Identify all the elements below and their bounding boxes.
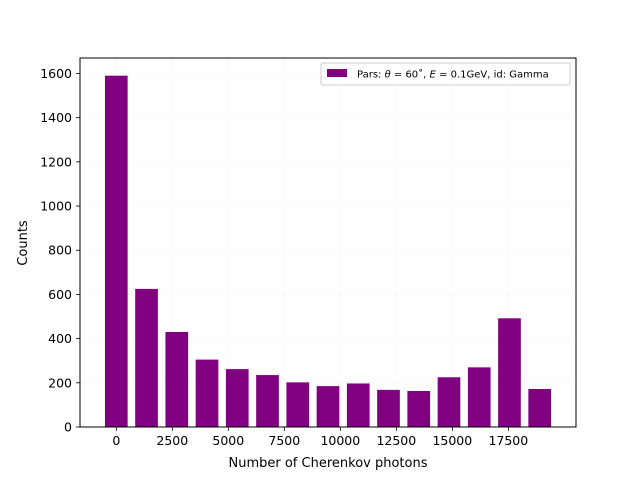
legend-energy-symbol: E <box>430 70 437 81</box>
bar-7 <box>316 386 340 427</box>
legend-theta-symbol: θ <box>385 70 391 81</box>
bar-12 <box>467 367 491 427</box>
y-tick-label-3: 600 <box>48 287 72 302</box>
y-tick-label-2: 400 <box>48 331 72 346</box>
bar-10 <box>407 390 431 427</box>
y-axis-label: Counts <box>16 220 31 266</box>
y-tick-label-4: 800 <box>48 243 72 258</box>
y-tick-label-6: 1200 <box>40 154 72 169</box>
x-tick-label-6: 15000 <box>432 433 472 448</box>
bars <box>104 75 552 428</box>
bar-14 <box>528 388 552 427</box>
y-tick-label-8: 1600 <box>40 66 72 81</box>
x-tick-label-1: 2500 <box>156 433 188 448</box>
bar-5 <box>256 375 279 427</box>
legend-energy-value: = 0.1GeV, id: Gamma <box>436 70 549 81</box>
legend-entry: Pars: θ = 60˚, E = 0.1GeV, id: Gamma <box>357 69 549 81</box>
x-tick-label-2: 5000 <box>212 433 244 448</box>
y-axis-ticks: 0 200 400 600 800 1000 1200 1400 1600 <box>40 66 80 435</box>
bar-1 <box>135 288 158 427</box>
y-tick-label-7: 1400 <box>40 110 72 125</box>
x-tick-label-0: 0 <box>112 433 120 448</box>
bar-8 <box>346 383 370 427</box>
legend: Pars: θ = 60˚, E = 0.1GeV, id: Gamma <box>320 62 571 86</box>
legend-theta-value: = 60˚, <box>391 69 430 81</box>
x-axis-label: Number of Cherenkov photons <box>229 456 428 471</box>
bar-13 <box>498 318 521 427</box>
x-tick-label-5: 12500 <box>376 433 416 448</box>
bar-0 <box>104 75 128 428</box>
bar-4 <box>225 369 249 427</box>
bar-11 <box>437 377 461 427</box>
legend-prefix: Pars: <box>357 70 385 81</box>
legend-swatch <box>327 69 347 77</box>
plot-frame <box>79 57 577 428</box>
y-tick-label-0: 0 <box>64 420 72 435</box>
x-tick-label-7: 17500 <box>488 433 528 448</box>
legend-frame <box>320 62 571 86</box>
plot-background <box>80 58 576 427</box>
y-tick-label-1: 200 <box>48 375 72 390</box>
bar-2 <box>165 331 189 427</box>
bar-6 <box>286 382 310 427</box>
x-tick-label-4: 10000 <box>320 433 360 448</box>
y-tick-label-5: 1000 <box>40 199 72 214</box>
bar-9 <box>377 389 400 427</box>
x-tick-label-3: 7500 <box>268 433 300 448</box>
bar-3 <box>195 359 219 427</box>
x-axis-ticks: 0 2500 5000 7500 10000 12500 15000 17500 <box>112 427 528 448</box>
